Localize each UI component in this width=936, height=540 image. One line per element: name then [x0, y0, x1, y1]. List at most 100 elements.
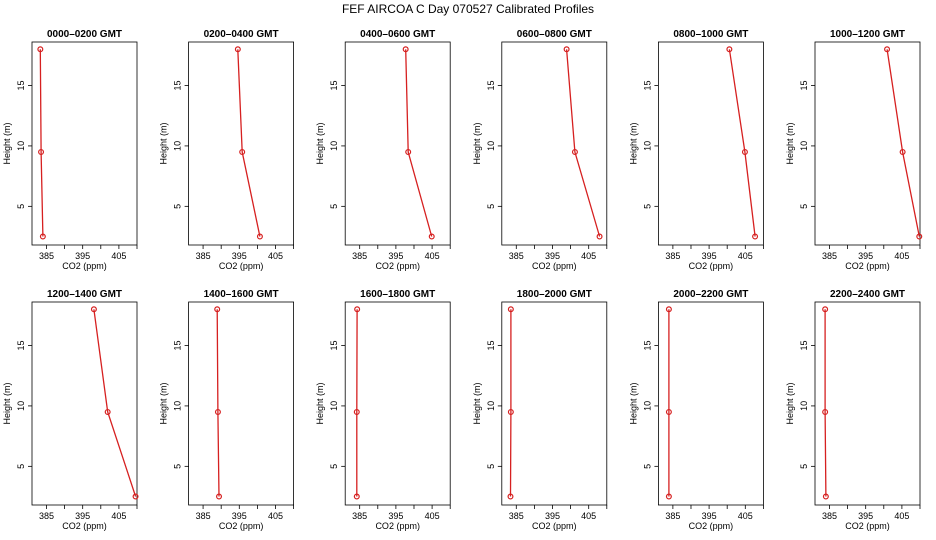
x-tick-label: 385 [509, 251, 524, 261]
plot-frame [814, 41, 921, 246]
y-tick-label: 15 [16, 340, 26, 350]
panel-title: 0200–0400 GMT [204, 29, 279, 40]
data-point [90, 306, 97, 313]
plot-frame [501, 301, 608, 506]
data-point [665, 306, 672, 313]
panel-title: 0600–0800 GMT [517, 29, 592, 40]
x-axis-label: CO2 (ppm) [845, 521, 890, 531]
profile-line [93, 309, 137, 497]
x-tick-label: 385 [665, 251, 680, 261]
y-axis-label: Height (m) [785, 382, 795, 424]
x-tick-label: 405 [425, 251, 440, 261]
y-tick-label: 10 [642, 401, 652, 411]
profile-panel: 0200–0400 GMT 385 395 405 5 10 15 CO2 (ppm) Heig… [159, 29, 295, 271]
plot-frame [814, 301, 921, 506]
y-tick-label: 15 [642, 80, 652, 90]
y-axis-label: Height (m) [159, 122, 169, 164]
y-axis-label: Height (m) [628, 382, 638, 424]
data-point [402, 46, 409, 53]
plot-frame [31, 301, 138, 506]
y-tick-label: 15 [799, 80, 809, 90]
y-tick-label: 15 [642, 340, 652, 350]
x-tick-label: 405 [268, 251, 283, 261]
data-point [884, 46, 891, 53]
data-point [507, 408, 514, 415]
y-axis-label: Height (m) [315, 382, 325, 424]
x-tick-label: 405 [738, 251, 753, 261]
data-point [353, 493, 360, 500]
profile-panel: 2000–2200 GMT 385 395 405 5 10 15 CO2 (ppm) Heig… [628, 289, 764, 531]
x-axis-label: CO2 (ppm) [375, 261, 420, 271]
data-point [507, 306, 514, 313]
x-axis-label: CO2 (ppm) [689, 261, 734, 271]
data-point [726, 46, 733, 53]
data-point [132, 493, 139, 500]
x-tick-label: 385 [39, 511, 54, 521]
data-point [596, 233, 603, 240]
data-point [216, 493, 223, 500]
panel-title: 2000–2200 GMT [673, 289, 748, 300]
x-axis-label: CO2 (ppm) [62, 521, 107, 531]
data-point [256, 233, 263, 240]
x-tick-label: 395 [858, 251, 873, 261]
y-tick-label: 15 [799, 340, 809, 350]
y-tick-label: 5 [329, 464, 339, 469]
profile-panel: 0600–0800 GMT 385 395 405 5 10 15 CO2 (ppm) Heig… [472, 29, 608, 271]
plot-frame [344, 41, 451, 246]
data-point [214, 408, 221, 415]
data-point [916, 233, 923, 240]
x-axis-label: CO2 (ppm) [219, 261, 264, 271]
x-axis-label: CO2 (ppm) [62, 261, 107, 271]
x-tick-label: 385 [39, 251, 54, 261]
data-point [39, 233, 46, 240]
panel-title: 1200–1400 GMT [47, 289, 122, 300]
data-point [234, 46, 241, 53]
panel-title: 1600–1800 GMT [360, 289, 435, 300]
y-tick-label: 5 [329, 204, 339, 209]
x-tick-label: 405 [738, 511, 753, 521]
profile-panel: 1400–1600 GMT 385 395 405 5 10 15 CO2 (ppm) Heig… [159, 289, 295, 531]
x-tick-label: 395 [388, 511, 403, 521]
x-tick-label: 395 [545, 511, 560, 521]
profile-panel: 0800–1000 GMT 385 395 405 5 10 15 CO2 (ppm) Heig… [628, 29, 764, 271]
y-axis-label: Height (m) [785, 122, 795, 164]
y-axis-label: Height (m) [2, 382, 12, 424]
y-axis-label: Height (m) [159, 382, 169, 424]
data-point [563, 46, 570, 53]
data-point [38, 148, 45, 155]
plot-frame [188, 301, 295, 506]
data-point [405, 148, 412, 155]
y-axis-label: Height (m) [2, 122, 12, 164]
y-axis-label: Height (m) [628, 122, 638, 164]
data-point [354, 306, 361, 313]
x-axis-label: CO2 (ppm) [532, 521, 577, 531]
x-tick-label: 405 [268, 511, 283, 521]
y-tick-label: 10 [173, 141, 183, 151]
profile-panel: 0000–0200 GMT 385 395 405 5 10 15 CO2 (ppm) Heig… [2, 29, 138, 271]
x-tick-label: 385 [352, 251, 367, 261]
y-tick-label: 15 [173, 80, 183, 90]
x-axis-label: CO2 (ppm) [219, 521, 264, 531]
y-tick-label: 15 [329, 80, 339, 90]
plot-frame [31, 41, 138, 246]
y-tick-label: 15 [16, 80, 26, 90]
x-tick-label: 395 [232, 511, 247, 521]
x-tick-label: 385 [196, 251, 211, 261]
data-point [37, 46, 44, 53]
y-tick-label: 10 [173, 401, 183, 411]
data-point [665, 493, 672, 500]
profile-panel: 0400–0600 GMT 385 395 405 5 10 15 CO2 (ppm) Heig… [315, 29, 451, 271]
profile-line [886, 49, 920, 237]
profile-panel: 1600–1800 GMT 385 395 405 5 10 15 CO2 (ppm) Heig… [315, 289, 451, 531]
y-tick-label: 5 [486, 204, 496, 209]
x-tick-label: 405 [581, 511, 596, 521]
profile-line [728, 49, 756, 237]
y-tick-label: 10 [329, 141, 339, 151]
plot-frame [658, 41, 764, 246]
x-tick-label: 395 [75, 511, 90, 521]
x-tick-label: 395 [702, 511, 717, 521]
y-tick-label: 10 [329, 401, 339, 411]
x-axis-label: CO2 (ppm) [689, 521, 734, 531]
plot-frame [344, 301, 451, 506]
